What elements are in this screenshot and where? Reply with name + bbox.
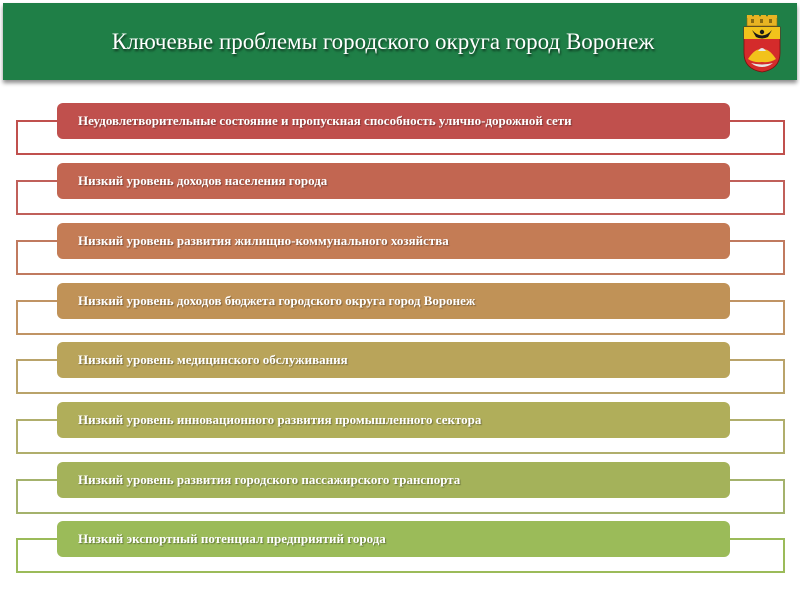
problem-item: Низкий уровень развития городского пасса… <box>0 462 800 522</box>
problem-item: Низкий уровень развития жилищно-коммунал… <box>0 223 800 283</box>
problem-item: Неудовлетворительные состояние и пропуск… <box>0 103 800 163</box>
problem-label: Низкий уровень развития жилищно-коммунал… <box>57 223 730 259</box>
problem-label: Низкий уровень инновационного развития п… <box>57 402 730 438</box>
problem-item: Низкий уровень инновационного развития п… <box>0 402 800 462</box>
slide-header: Ключевые проблемы городского округа горо… <box>3 3 797 80</box>
problem-item: Низкий уровень доходов бюджета городског… <box>0 283 800 343</box>
problem-label: Низкий уровень медицинского обслуживания <box>57 342 730 378</box>
problem-label: Низкий уровень развития городского пасса… <box>57 462 730 498</box>
problem-item: Низкий экспортный потенциал предприятий … <box>0 521 800 581</box>
problem-item: Низкий уровень доходов населения города <box>0 163 800 223</box>
slide-title: Ключевые проблемы городского округа горо… <box>111 29 655 54</box>
problem-label: Низкий уровень доходов бюджета городског… <box>57 283 730 319</box>
voronezh-coat-of-arms-icon <box>743 15 781 73</box>
problem-label: Низкий уровень доходов населения города <box>57 163 730 199</box>
problem-label: Низкий экспортный потенциал предприятий … <box>57 521 730 557</box>
problem-item: Низкий уровень медицинского обслуживания <box>0 342 800 402</box>
problem-label: Неудовлетворительные состояние и пропуск… <box>57 103 730 139</box>
